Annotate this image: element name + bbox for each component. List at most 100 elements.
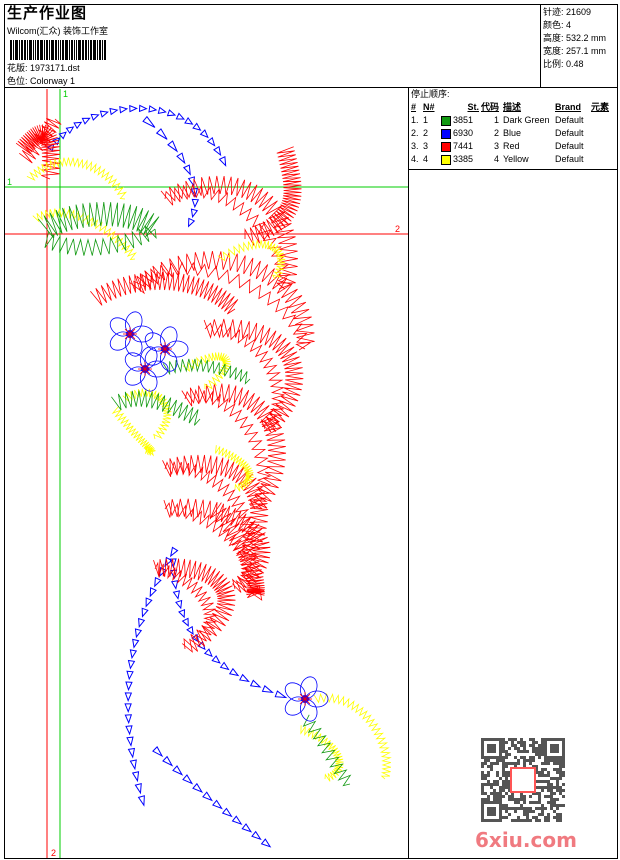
blue-stitch-mark — [125, 725, 133, 736]
color-swatch — [441, 154, 451, 165]
blue-stitch-mark — [138, 617, 146, 628]
table-row: 2. 2 6930 2 Blue Default — [411, 128, 584, 139]
blue-stitch-mark — [126, 736, 134, 747]
blue-stitch-mark — [167, 140, 179, 153]
blue-stitch-mark — [141, 607, 149, 618]
red-fill-region — [162, 454, 269, 560]
green-leaf — [162, 358, 251, 385]
color-swatch — [441, 115, 451, 126]
blue-stitch-mark — [192, 782, 204, 794]
red-fill-region — [153, 558, 236, 652]
blue-flower-petal — [139, 369, 158, 392]
page-title: 生产作业图 — [7, 5, 88, 22]
blue-stitch-mark — [203, 648, 213, 658]
blue-stitch-mark — [175, 112, 186, 120]
watermark: 6xiu.com — [475, 828, 577, 852]
blue-stitch-mark — [119, 105, 129, 114]
yellow-outline-region — [32, 207, 137, 261]
company-name: Wilcom(汇众) 装饰工作室 — [7, 26, 108, 36]
blue-stitch-mark — [172, 765, 184, 776]
blue-stitch-mark — [182, 164, 191, 176]
blue-stitch-mark — [188, 217, 196, 228]
blue-stitch-mark — [124, 703, 132, 713]
yellow-outline-region — [217, 240, 286, 280]
blue-flower-petal — [159, 326, 178, 349]
stop-sequence: 停止顺序: # N# St. 代码 描述 Brand 元素 1. 1 3851 1 Da… — [411, 88, 617, 166]
colorway-value: Colorway 1 — [30, 76, 76, 86]
blue-stitch-mark — [206, 136, 216, 147]
flower-stamen — [144, 368, 151, 375]
col-header: # — [411, 102, 417, 112]
blue-stitch-mark — [131, 771, 140, 783]
red-fill-region — [154, 561, 217, 653]
red-fill-region — [203, 318, 304, 432]
blue-stitch-mark — [149, 587, 157, 598]
blue-flower-petal — [299, 699, 318, 722]
blue-stitch-mark — [260, 838, 272, 848]
table-row: 3. 3 7441 3 Red Default — [411, 141, 584, 152]
flower-stamen — [129, 333, 136, 340]
red-fill-region — [164, 502, 255, 593]
yellow-outline-region — [215, 445, 254, 492]
blue-stitch-mark — [191, 633, 200, 643]
blue-stitch-mark — [134, 628, 143, 639]
col-header: Brand — [555, 102, 582, 112]
blue-stitch-mark — [154, 576, 162, 588]
green-leaf — [302, 714, 352, 787]
blue-stitch-mark — [73, 121, 83, 130]
blue-stitch-mark — [241, 823, 253, 833]
blue-stitch-mark — [274, 690, 288, 699]
blue-stitch-mark — [181, 617, 189, 627]
blue-stitch-mark — [157, 106, 167, 114]
blue-stitch-mark — [261, 685, 274, 693]
flower-stamen — [164, 348, 171, 355]
color-table: # N# St. 代码 描述 Brand 元素 1. 1 3851 1 Dark Gre… — [411, 101, 615, 166]
flower-stamen — [124, 328, 131, 335]
red-fill-region — [164, 461, 257, 558]
flower-stamen — [304, 693, 311, 700]
yellow-outline-region — [111, 406, 156, 457]
blue-stitch-mark — [166, 109, 177, 117]
page-frame — [4, 4, 618, 859]
blue-stitch-mark — [228, 667, 240, 677]
blue-stitch-mark — [127, 659, 136, 670]
flower-stamen — [139, 368, 146, 375]
flower-stamen — [299, 698, 306, 705]
yellow-outline-region — [26, 157, 128, 200]
guide-label-red: 2 — [395, 224, 400, 234]
blue-stitch-mark — [58, 131, 67, 140]
blue-stitch-mark — [231, 815, 243, 825]
red-fill-region — [163, 498, 271, 593]
flower-stamen — [299, 693, 306, 700]
blue-stitch-mark — [211, 655, 221, 664]
file-name: 1973171.dst — [30, 63, 80, 73]
blue-stitch-mark — [191, 198, 200, 209]
blue-stitch-mark — [142, 115, 156, 128]
colorway-label: 色位: — [7, 76, 28, 86]
blue-stitch-mark — [52, 137, 61, 146]
table-row: 4. 4 3385 4 Yellow Default — [411, 154, 584, 165]
red-fill-region — [164, 183, 293, 290]
stat-stitches: 针迹: 21609 — [543, 7, 592, 17]
yellow-outline-region — [313, 692, 392, 780]
blue-stitch-mark — [129, 649, 138, 660]
col-header: 代码 — [481, 102, 500, 112]
blue-stitch-mark — [81, 117, 91, 125]
blue-stitch-mark — [134, 783, 142, 795]
stat-scale: 比例: 0.48 — [543, 59, 584, 69]
flower-stamen — [124, 333, 131, 340]
blue-stitch-mark — [218, 156, 227, 167]
blue-stitch-mark — [148, 105, 158, 113]
flower-stamen — [164, 343, 171, 350]
file-label: 花版: — [7, 63, 28, 73]
blue-stitch-mark — [176, 152, 186, 165]
green-leaf — [44, 225, 157, 256]
header: 生产作业图 Wilcom(汇众) 装饰工作室 花版: 1973171.dst 色… — [4, 4, 540, 88]
blue-stitch-mark — [190, 208, 199, 219]
stat-colors: 颜色: 4 — [543, 20, 572, 30]
stop-sequence-label: 停止顺序: — [411, 89, 450, 99]
col-header: St. — [467, 102, 479, 112]
blue-flower-petal — [124, 311, 143, 334]
design-file: 花版: 1973171.dst — [7, 63, 80, 74]
red-fill-region — [133, 261, 312, 351]
